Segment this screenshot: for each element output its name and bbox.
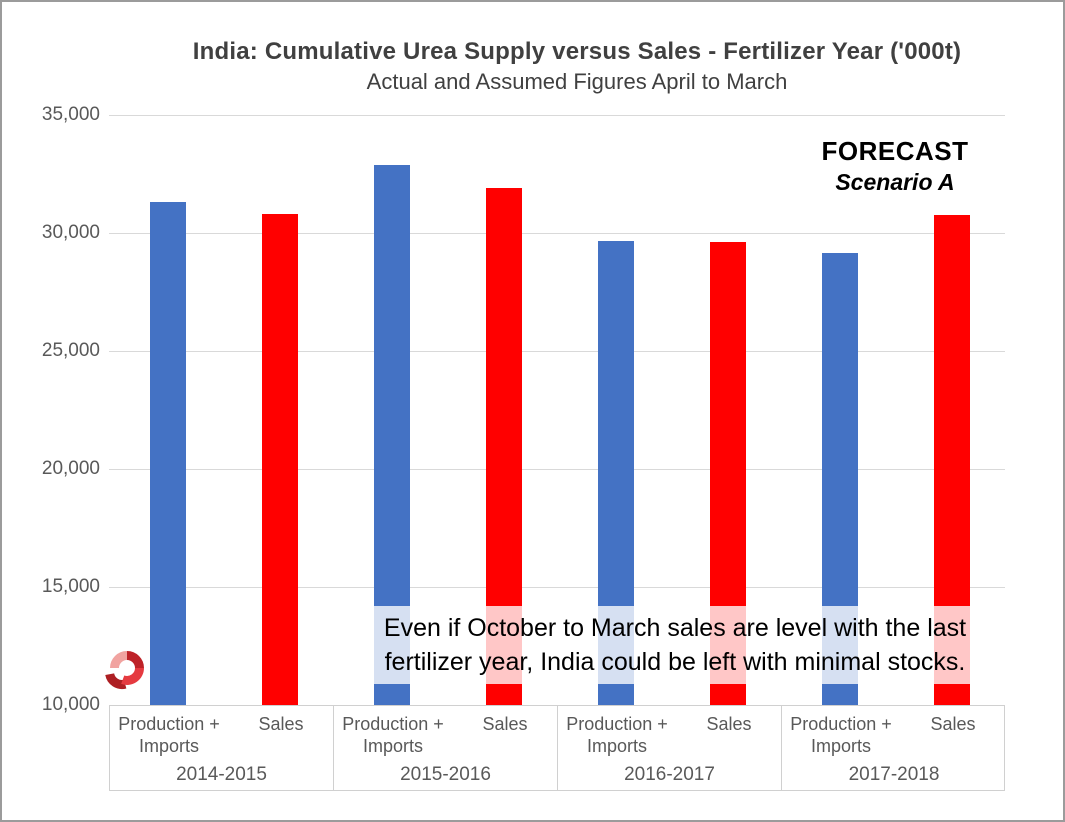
gridline-25000	[109, 350, 1005, 352]
y-tick-label: 15,000	[41, 576, 100, 597]
y-tick-label: 25,000	[41, 340, 100, 361]
category-group-2016-2017: Production + Imports Sales 2016-2017	[558, 706, 782, 790]
forecast-label: FORECAST	[821, 136, 969, 166]
series-axis-label: Production + Imports	[790, 714, 892, 756]
chart-subtitle: Actual and Assumed Figures April to Marc…	[366, 69, 788, 94]
category-group-2014-2015: Production + Imports Sales 2014-2015	[110, 706, 334, 790]
forecast-block: FORECAST Scenario A	[792, 136, 998, 196]
y-tick-label: 30,000	[41, 222, 100, 243]
scenario-label: Scenario A	[835, 169, 955, 195]
category-group-2015-2016: Production + Imports Sales 2015-2016	[334, 706, 558, 790]
y-tick-label: 35,000	[41, 104, 100, 125]
y-tick-label: 20,000	[41, 458, 100, 479]
series-axis-label: Sales	[930, 714, 976, 734]
year-label: 2014-2015	[176, 764, 267, 785]
bar-sales-2014-2015	[262, 214, 298, 705]
series-axis-label: Production + Imports	[342, 714, 444, 756]
y-tick-label: 10,000	[41, 694, 100, 715]
category-group-2017-2018: Production + Imports Sales 2017-2018	[782, 706, 1006, 790]
series-axis-label: Sales	[258, 714, 304, 734]
series-axis-label: Production + Imports	[118, 714, 220, 756]
bar-production-imports-2014-2015	[150, 202, 186, 705]
gridline-35000	[109, 114, 1005, 116]
gridline-30000	[109, 232, 1005, 234]
gridline-15000	[109, 586, 1005, 588]
gridline-20000	[109, 468, 1005, 470]
annotation-text: Even if October to March sales are level…	[383, 614, 967, 676]
year-label: 2015-2016	[400, 764, 491, 785]
chart-title: India: Cumulative Urea Supply versus Sal…	[192, 38, 962, 65]
year-label: 2017-2018	[848, 764, 940, 785]
series-axis-label: Production + Imports	[566, 714, 668, 756]
series-axis-label: Sales	[482, 714, 528, 734]
series-axis-label: Sales	[706, 714, 752, 734]
red-swirl-logo-icon	[105, 651, 144, 689]
category-axis: Production + Imports Sales 2014-2015 Product…	[109, 705, 1005, 791]
year-label: 2016-2017	[624, 764, 715, 785]
title-block: India: Cumulative Urea Supply versus Sal…	[87, 38, 1063, 95]
annotation-box: Even if October to March sales are level…	[370, 606, 980, 684]
